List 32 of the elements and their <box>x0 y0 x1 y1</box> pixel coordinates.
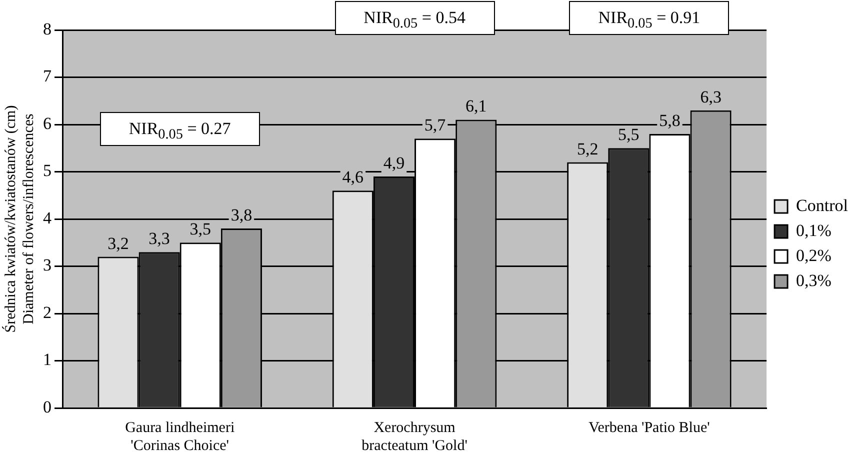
y-tick-label: 6 <box>43 114 52 133</box>
data-label: 5,2 <box>576 139 598 158</box>
annotation: NIR$_{0.05}$ = 0.91 <box>598 8 700 32</box>
data-label: 6,3 <box>700 87 722 106</box>
y-tick-label: 2 <box>43 302 52 322</box>
data-label: 5,8 <box>659 110 680 130</box>
y-tick-label: 5 <box>43 161 52 180</box>
data-label: 3,2 <box>108 234 129 253</box>
data-label: 4,9 <box>383 153 405 172</box>
y-tick-label: 7 <box>43 66 52 86</box>
data-label: 3,5 <box>190 220 211 239</box>
y-tick-label: 4 <box>43 208 52 228</box>
y-tick-label: 0 <box>43 397 52 416</box>
x-tick-label: Xerochrysum bracteatum 'Gold' <box>362 420 468 454</box>
data-label: 5,7 <box>424 116 446 135</box>
legend-label: 0,1% <box>796 220 832 240</box>
x-tick-label: Verbena 'Patio Blue' <box>588 420 710 436</box>
y-tick-label: 1 <box>43 350 52 370</box>
y-tick-label: 8 <box>43 19 52 38</box>
annotation: NIR$_{0.05}$ = 0.27 <box>128 119 231 143</box>
y-axis-title: Średnica kwiatów/kwiatostanów (cm) Diameter of flowers/inflorescences <box>2 105 37 333</box>
data-label: 3,8 <box>230 205 252 224</box>
legend-label: Control <box>796 196 848 215</box>
data-label: 3,3 <box>148 229 170 248</box>
annotation: NIR$_{0.05}$ = 0.54 <box>364 8 466 32</box>
y-tick-label: 3 <box>43 256 52 275</box>
legend-label: 0,3% <box>796 270 832 290</box>
data-label: 6,1 <box>466 96 487 116</box>
data-label: 4,6 <box>342 168 364 187</box>
x-tick-label: Gaura lindheimeri 'Corinas Choice' <box>125 420 235 454</box>
legend-label: 0,2% <box>796 246 832 265</box>
data-label: 5,5 <box>618 125 640 144</box>
